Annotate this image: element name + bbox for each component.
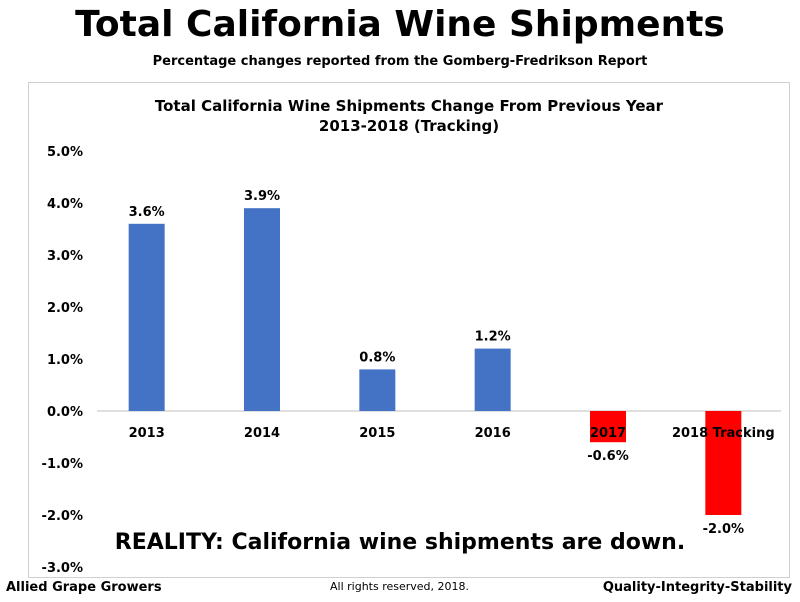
footer-rights: All rights reserved, 2018. (330, 580, 470, 593)
y-tick-label: 3.0% (47, 249, 83, 264)
x-tick-label: 2016 (475, 426, 511, 441)
chart-subtitle: 2013-2018 (Tracking) (319, 117, 499, 135)
x-tick-label: 2013 (129, 426, 165, 441)
y-tick-label: -2.0% (42, 509, 83, 524)
data-label: 0.8% (359, 350, 395, 365)
x-tick-label: 2015 (359, 426, 395, 441)
y-tick-label: -1.0% (42, 457, 83, 472)
data-label: 3.6% (129, 205, 165, 220)
chart-title: Total California Wine Shipments Change F… (155, 97, 664, 115)
data-label: -0.6% (587, 449, 628, 464)
x-tick-label: 2014 (244, 426, 280, 441)
x-tick-label: 2017 (590, 426, 626, 441)
page-subtitle: Percentage changes reported from the Gom… (152, 54, 648, 69)
bar-2014 (244, 208, 280, 411)
bar-2015 (359, 369, 396, 411)
bar-2017 (590, 411, 626, 443)
bar-2016 (474, 348, 511, 411)
bar-2013 (128, 223, 165, 411)
y-tick-label: 0.0% (47, 405, 83, 420)
footer-tagline: Quality-Integrity-Stability (602, 580, 792, 595)
y-tick-label: 4.0% (47, 197, 83, 212)
y-tick-label: 5.0% (47, 145, 83, 160)
bar-2018-tracking (705, 411, 742, 515)
page-title: Total California Wine Shipments (75, 4, 725, 45)
x-tick-label: 2018 Tracking (672, 426, 775, 441)
footer-company: Allied Grape Growers (6, 580, 162, 595)
y-tick-label: 1.0% (47, 353, 83, 368)
y-tick-label: -3.0% (42, 561, 83, 576)
data-label: -2.0% (703, 522, 744, 537)
data-label: 3.9% (244, 189, 280, 204)
y-tick-label: 2.0% (47, 301, 83, 316)
reality-annotation: REALITY: California wine shipments are d… (114, 530, 686, 555)
data-label: 1.2% (475, 330, 511, 345)
chart-frame: Total California Wine Shipments Change F… (28, 82, 790, 578)
bar-chart: Total California Wine Shipments Change F… (42, 97, 781, 576)
